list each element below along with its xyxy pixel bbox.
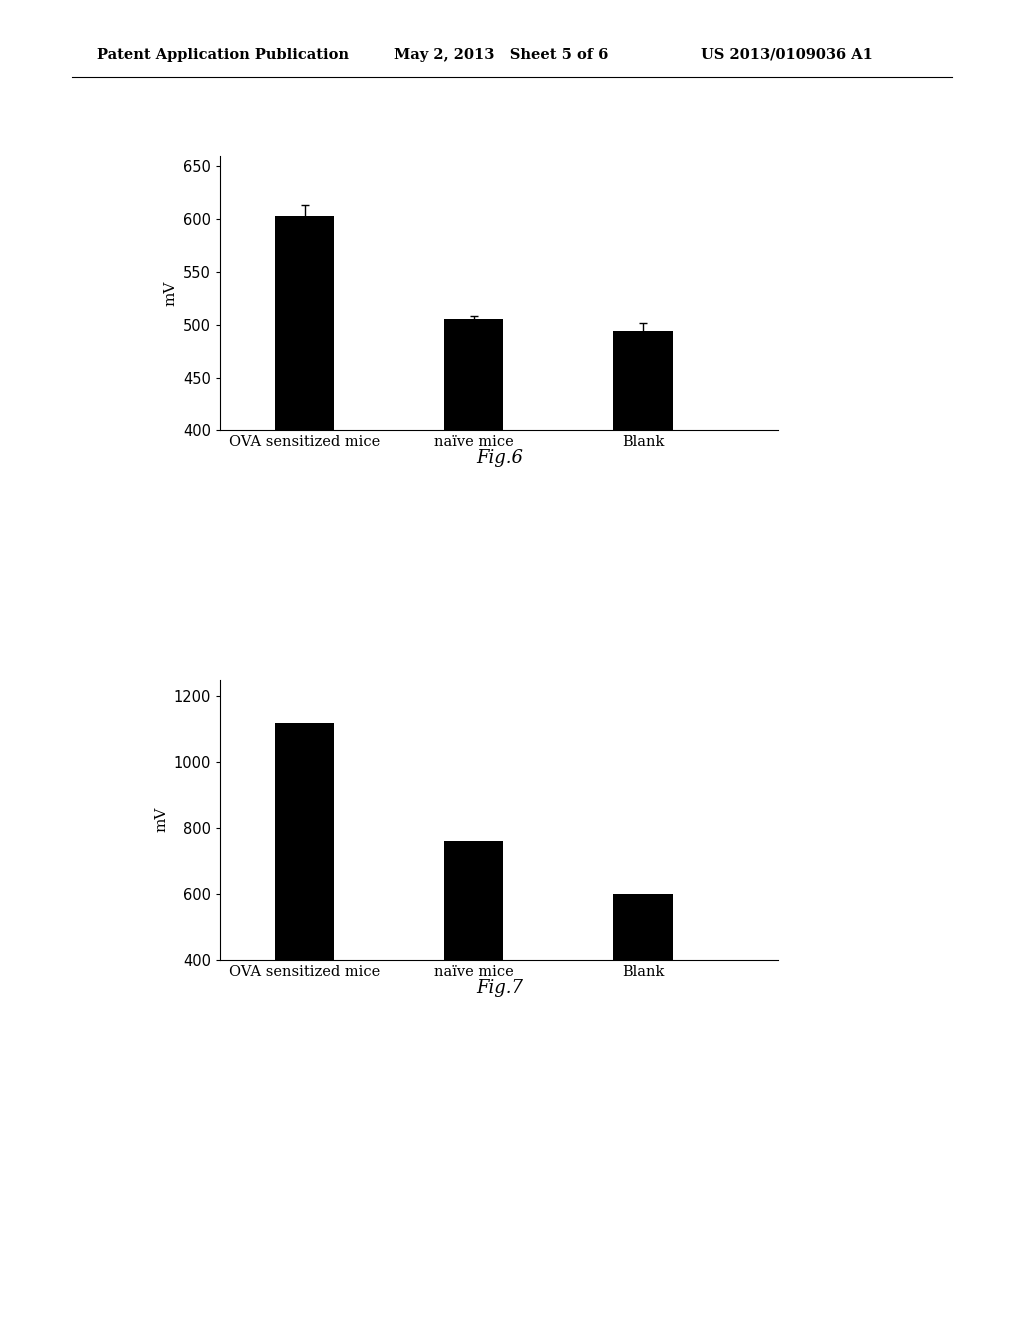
Text: Fig.6: Fig.6 — [476, 449, 523, 467]
Bar — [444, 319, 504, 430]
Bar — [275, 722, 334, 960]
Y-axis label: mV: mV — [164, 280, 177, 306]
Text: US 2013/0109036 A1: US 2013/0109036 A1 — [701, 48, 873, 62]
Text: Fig.7: Fig.7 — [476, 979, 523, 998]
Bar — [275, 216, 334, 430]
Bar — [613, 894, 673, 960]
Bar — [613, 331, 673, 430]
Text: May 2, 2013   Sheet 5 of 6: May 2, 2013 Sheet 5 of 6 — [394, 48, 608, 62]
Bar — [444, 841, 504, 960]
Y-axis label: mV: mV — [155, 807, 168, 833]
Text: Patent Application Publication: Patent Application Publication — [97, 48, 349, 62]
